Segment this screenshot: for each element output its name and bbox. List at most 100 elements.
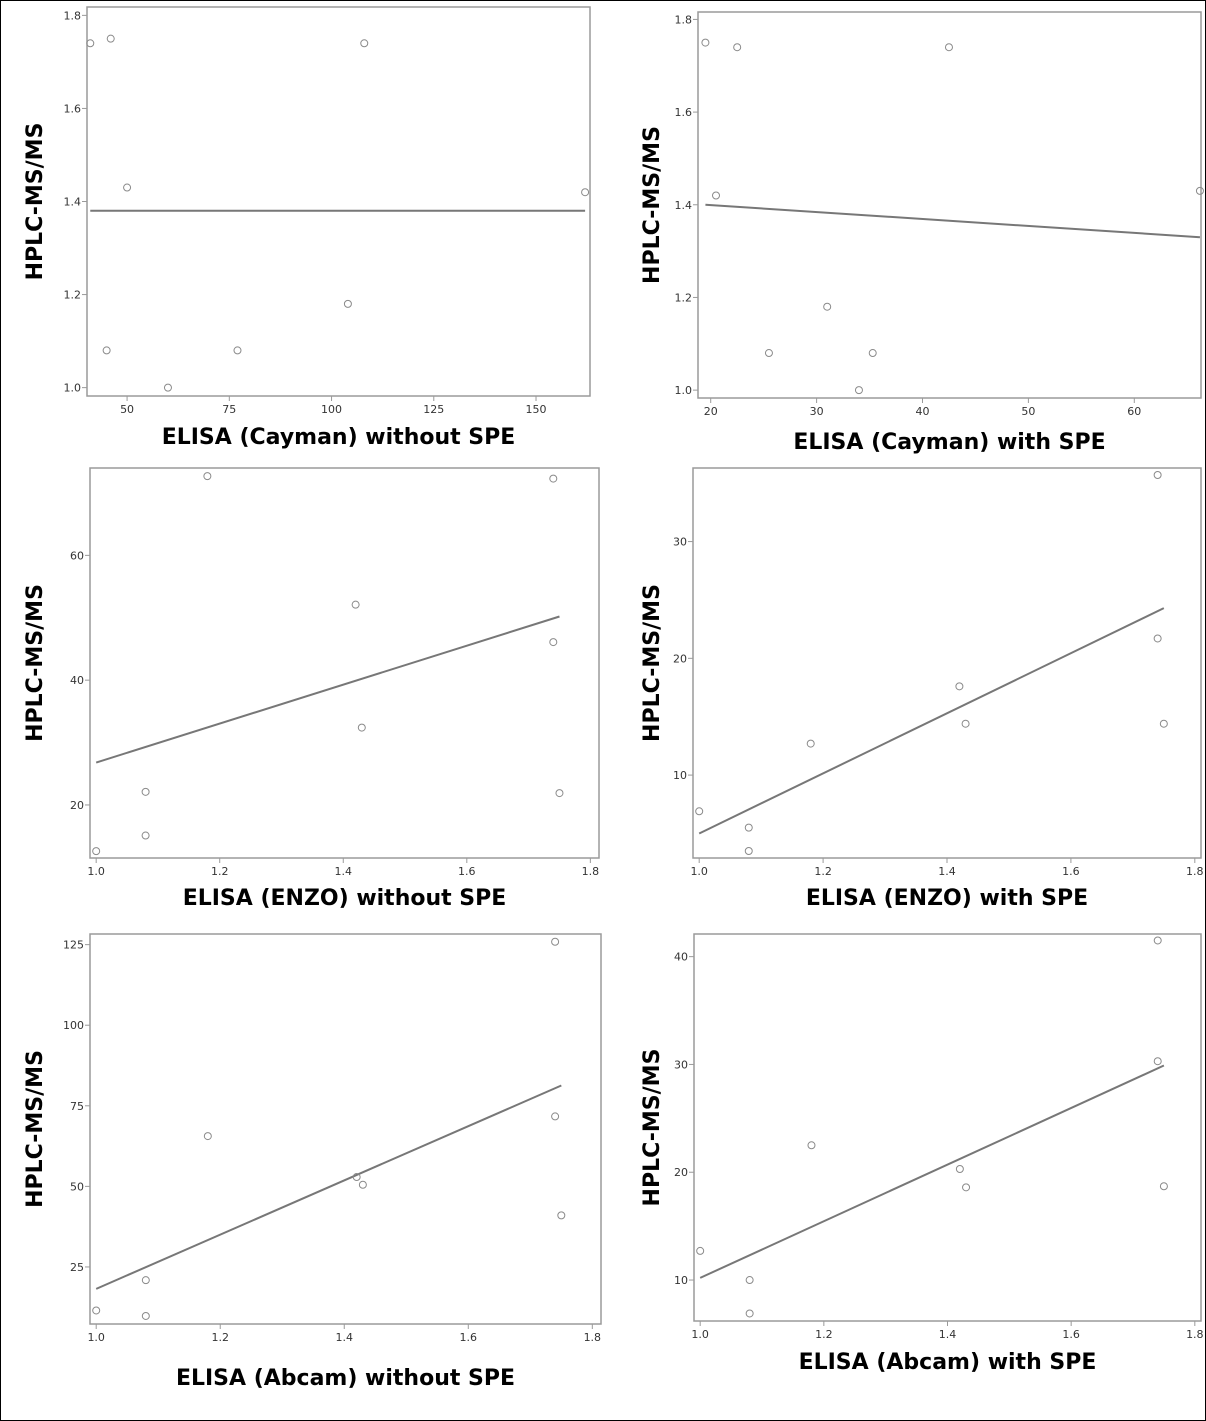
data-point [549, 638, 558, 647]
y-tick-label: 1.4 [64, 196, 82, 209]
data-point [203, 1132, 212, 1141]
y-tick-label: 1.4 [675, 199, 693, 212]
scatter-panel-2: 20 30 40 50 60 1.0 1.2 1.4 1.6 1.8 ELISA (Cayman) … [640, 11, 1204, 455]
y-tick-label: 1.2 [64, 289, 82, 302]
x-axis-label: ELISA (Abcam) without SPE [176, 1366, 515, 1391]
data-point [360, 39, 369, 48]
data-point [733, 43, 742, 52]
data-point [695, 807, 704, 816]
y-tick-label: 60 [70, 549, 84, 562]
x-tick-label: 20 [704, 405, 718, 418]
x-tick-label: 1.6 [1062, 1328, 1080, 1341]
y-tick-label: 75 [70, 1100, 84, 1113]
y-axis-label: HPLC-MS/MS [640, 1049, 665, 1207]
y-tick-label: 20 [70, 799, 84, 812]
data-point [343, 299, 352, 308]
data-point [868, 349, 877, 358]
y-tick-label: 1.8 [64, 9, 82, 22]
fit-line [699, 1064, 1165, 1279]
data-point [807, 1141, 816, 1150]
x-axis-label: ELISA (Abcam) with SPE [799, 1350, 1097, 1375]
y-axis-label: HPLC-MS/MS [23, 1050, 48, 1208]
x-tick-label: 1.0 [691, 1328, 709, 1341]
x-tick-label: 1.4 [335, 865, 353, 878]
data-point [806, 739, 815, 748]
data-point [233, 346, 242, 355]
data-point [141, 1276, 150, 1285]
fit-line [95, 615, 560, 764]
data-point [764, 349, 773, 358]
x-tick-label: 1.6 [1062, 865, 1080, 878]
y-tick-label: 1.2 [675, 291, 693, 304]
x-tick-label: 50 [1021, 405, 1035, 418]
data-point [744, 846, 753, 855]
y-tick-label: 1.0 [64, 382, 82, 395]
y-tick-label: 50 [70, 1180, 84, 1193]
data-point [823, 302, 832, 311]
data-point [1153, 634, 1162, 643]
scatter-panel-5: 1.0 1.2 1.4 1.6 1.8 25 50 75 100 125 ELISA (Abcam)… [23, 933, 602, 1391]
y-tick-label: 10 [674, 1274, 688, 1287]
data-point [203, 472, 212, 481]
x-tick-label: 1.0 [87, 865, 105, 878]
data-point [1195, 186, 1204, 195]
y-tick-label: 100 [63, 1019, 84, 1032]
y-tick-label: 40 [674, 951, 688, 964]
x-tick-label: 50 [120, 403, 134, 416]
x-tick-label: 125 [423, 403, 444, 416]
y-axis-label: HPLC-MS/MS [23, 123, 48, 281]
scatter-panel-6: 1.0 1.2 1.4 1.6 1.8 10 20 30 40 ELISA (Abcam) wit… [640, 933, 1204, 1375]
x-tick-label: 75 [222, 403, 236, 416]
data-point [163, 383, 172, 392]
y-tick-label: 125 [63, 939, 84, 952]
plot-frame [692, 467, 1202, 859]
x-tick-label: 1.0 [87, 1331, 105, 1344]
x-tick-label: 1.4 [336, 1331, 354, 1344]
x-tick-label: 1.2 [814, 865, 832, 878]
x-tick-label: 1.0 [690, 865, 708, 878]
data-point [701, 38, 710, 47]
x-tick-label: 1.4 [939, 1328, 957, 1341]
x-tick-label: 1.2 [211, 1331, 229, 1344]
x-tick-label: 1.8 [584, 1331, 602, 1344]
data-point [102, 346, 111, 355]
data-point [854, 386, 863, 395]
plot-frame [89, 933, 602, 1325]
y-axis-label: HPLC-MS/MS [23, 584, 48, 742]
data-point [92, 847, 101, 856]
y-axis-label: HPLC-MS/MS [640, 126, 665, 284]
scatter-panel-1: 50 75 100 125 150 1.0 1.2 1.4 1.6 1.8 ELISA (Cayma… [23, 6, 591, 450]
data-point [696, 1246, 705, 1255]
y-tick-label: 40 [70, 674, 84, 687]
plot-frame [697, 11, 1202, 399]
x-tick-label: 100 [321, 403, 342, 416]
data-point [141, 831, 150, 840]
data-point [141, 787, 150, 796]
x-axis-label: ELISA (ENZO) with SPE [806, 886, 1088, 911]
x-tick-label: 60 [1127, 405, 1141, 418]
y-tick-label: 1.0 [675, 384, 693, 397]
data-point [555, 789, 564, 798]
data-point [358, 1180, 367, 1189]
x-tick-label: 150 [526, 403, 547, 416]
data-point [551, 1112, 560, 1121]
data-point [1159, 1182, 1168, 1191]
data-point [581, 188, 590, 197]
y-tick-label: 20 [674, 1166, 688, 1179]
x-tick-label: 1.8 [1186, 865, 1204, 878]
data-point [557, 1211, 566, 1220]
data-point [955, 1165, 964, 1174]
data-point [1153, 936, 1162, 945]
fit-line [698, 607, 1165, 835]
y-tick-label: 30 [674, 1058, 688, 1071]
data-point [351, 600, 360, 609]
fit-line [705, 203, 1201, 239]
data-point [106, 34, 115, 43]
y-tick-label: 25 [70, 1261, 84, 1274]
x-tick-label: 1.2 [815, 1328, 833, 1341]
x-tick-label: 40 [915, 405, 929, 418]
data-point [712, 191, 721, 200]
x-tick-label: 30 [810, 405, 824, 418]
